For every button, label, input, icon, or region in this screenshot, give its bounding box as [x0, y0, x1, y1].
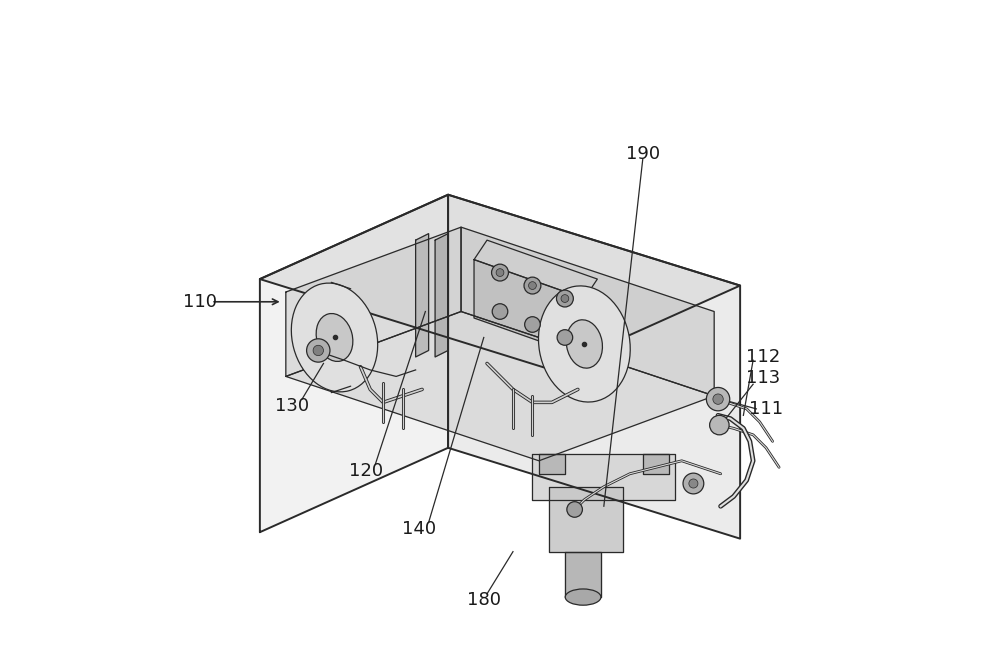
Circle shape [524, 277, 541, 294]
Text: 113: 113 [746, 369, 780, 387]
Circle shape [567, 502, 582, 517]
Text: 180: 180 [467, 591, 501, 609]
Circle shape [556, 290, 573, 307]
Text: 140: 140 [402, 520, 436, 538]
Text: 111: 111 [749, 400, 783, 418]
Polygon shape [461, 227, 714, 396]
Text: 190: 190 [626, 145, 660, 164]
Circle shape [525, 317, 540, 332]
Circle shape [561, 295, 569, 302]
Polygon shape [532, 454, 675, 500]
Circle shape [492, 304, 508, 319]
Circle shape [710, 415, 729, 435]
Ellipse shape [566, 320, 602, 368]
Circle shape [492, 264, 508, 281]
Polygon shape [474, 240, 597, 299]
Text: 130: 130 [275, 397, 309, 415]
Polygon shape [260, 195, 740, 370]
Circle shape [529, 282, 536, 289]
Ellipse shape [316, 313, 353, 361]
Ellipse shape [291, 283, 378, 392]
Circle shape [713, 394, 723, 404]
Circle shape [683, 473, 704, 494]
Polygon shape [474, 260, 584, 357]
Polygon shape [286, 227, 461, 376]
Polygon shape [549, 487, 623, 552]
Polygon shape [416, 234, 429, 357]
Polygon shape [448, 195, 740, 539]
Ellipse shape [538, 286, 630, 402]
Polygon shape [435, 234, 448, 357]
Polygon shape [260, 195, 448, 532]
Text: 110: 110 [183, 293, 217, 311]
Circle shape [706, 387, 730, 411]
Circle shape [557, 330, 573, 345]
Circle shape [313, 345, 323, 356]
Circle shape [307, 339, 330, 362]
Polygon shape [643, 454, 669, 474]
Polygon shape [286, 312, 714, 461]
Polygon shape [565, 552, 601, 597]
Ellipse shape [565, 589, 601, 605]
Text: 120: 120 [349, 461, 383, 480]
Polygon shape [539, 454, 565, 474]
Text: 112: 112 [746, 348, 780, 366]
Circle shape [689, 479, 698, 488]
Circle shape [496, 269, 504, 276]
